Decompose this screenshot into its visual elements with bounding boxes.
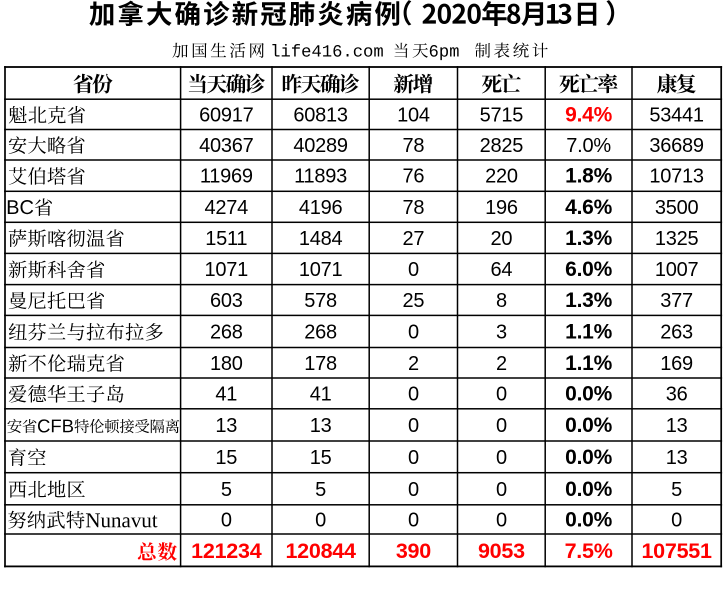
svg-text:4274: 4274: [205, 197, 249, 219]
svg-text:0: 0: [496, 383, 507, 405]
svg-text:13: 13: [215, 415, 237, 437]
svg-text:1.1%: 1.1%: [565, 320, 612, 343]
svg-text:263: 263: [660, 321, 693, 343]
svg-text:1511: 1511: [205, 228, 247, 250]
svg-text:1.8%: 1.8%: [565, 165, 612, 188]
svg-text:169: 169: [660, 353, 693, 375]
svg-text:0: 0: [408, 509, 419, 531]
svg-text:5: 5: [221, 479, 232, 501]
svg-text:40367: 40367: [199, 135, 253, 157]
svg-text:7.5%: 7.5%: [565, 539, 613, 563]
svg-text:0: 0: [221, 509, 232, 531]
svg-text:36: 36: [666, 383, 688, 405]
svg-text:0: 0: [408, 259, 419, 281]
svg-text:0.0%: 0.0%: [565, 382, 612, 405]
svg-text:78: 78: [403, 135, 425, 157]
svg-text:0: 0: [496, 447, 507, 469]
svg-text:41: 41: [215, 383, 237, 405]
svg-text:603: 603: [210, 290, 243, 312]
svg-text:2825: 2825: [480, 135, 524, 157]
svg-text:220: 220: [485, 166, 518, 188]
svg-text:0: 0: [315, 509, 326, 531]
svg-text:5715: 5715: [480, 104, 524, 126]
svg-text:40289: 40289: [293, 135, 347, 157]
svg-text:0.0%: 0.0%: [565, 414, 612, 437]
svg-text:1.3%: 1.3%: [565, 227, 612, 250]
svg-text:27: 27: [403, 228, 425, 250]
svg-text:5: 5: [671, 479, 682, 501]
svg-text:578: 578: [304, 290, 337, 312]
svg-text:1007: 1007: [655, 259, 699, 281]
svg-text:60917: 60917: [199, 104, 253, 126]
svg-text:9053: 9053: [478, 539, 525, 563]
svg-text:0: 0: [496, 479, 507, 501]
svg-text:25: 25: [403, 290, 425, 312]
svg-text:0: 0: [408, 321, 419, 343]
svg-text:13: 13: [666, 447, 688, 469]
svg-text:121234: 121234: [191, 539, 262, 563]
svg-text:41: 41: [310, 383, 332, 405]
svg-text:0: 0: [671, 509, 682, 531]
svg-text:0: 0: [496, 415, 507, 437]
svg-text:13: 13: [310, 415, 332, 437]
svg-text:0: 0: [496, 509, 507, 531]
svg-text:76: 76: [403, 166, 425, 188]
svg-text:20: 20: [491, 228, 513, 250]
svg-text:268: 268: [304, 321, 337, 343]
svg-text:0: 0: [408, 415, 419, 437]
svg-text:3500: 3500: [655, 197, 699, 219]
svg-text:107551: 107551: [641, 539, 712, 563]
svg-text:120844: 120844: [285, 539, 356, 563]
svg-text:13: 13: [666, 415, 688, 437]
svg-text:78: 78: [403, 197, 425, 219]
svg-text:178: 178: [304, 353, 337, 375]
svg-text:8: 8: [496, 290, 507, 312]
svg-text:377: 377: [660, 290, 693, 312]
svg-text:0: 0: [408, 383, 419, 405]
svg-text:5: 5: [315, 479, 326, 501]
svg-text:1.1%: 1.1%: [565, 352, 612, 375]
svg-text:180: 180: [210, 353, 243, 375]
svg-text:53441: 53441: [649, 104, 703, 126]
svg-text:1.3%: 1.3%: [565, 289, 612, 312]
svg-text:1071: 1071: [299, 259, 343, 281]
svg-text:268: 268: [210, 321, 243, 343]
svg-text:104: 104: [397, 104, 430, 126]
svg-text:64: 64: [491, 259, 513, 281]
svg-text:2: 2: [496, 353, 507, 375]
svg-text:2: 2: [408, 353, 419, 375]
svg-text:3: 3: [496, 321, 507, 343]
svg-text:0: 0: [408, 479, 419, 501]
svg-text:390: 390: [396, 539, 431, 563]
svg-text:11893: 11893: [294, 166, 347, 188]
svg-text:7.0%: 7.0%: [566, 135, 611, 157]
svg-text:4196: 4196: [299, 197, 343, 219]
svg-text:9.4%: 9.4%: [565, 103, 612, 126]
svg-text:4.6%: 4.6%: [565, 196, 612, 219]
svg-text:36689: 36689: [649, 135, 703, 157]
svg-text:10713: 10713: [649, 166, 703, 188]
svg-text:0.0%: 0.0%: [565, 446, 612, 469]
svg-text:0: 0: [408, 447, 419, 469]
svg-text:1484: 1484: [299, 228, 343, 250]
svg-text:11969: 11969: [200, 166, 253, 188]
svg-text:15: 15: [310, 447, 332, 469]
svg-text:0.0%: 0.0%: [565, 508, 612, 531]
svg-text:60813: 60813: [293, 104, 347, 126]
svg-text:0.0%: 0.0%: [565, 478, 612, 501]
svg-text:1071: 1071: [205, 259, 249, 281]
svg-text:196: 196: [485, 197, 518, 219]
svg-text:6.0%: 6.0%: [565, 258, 612, 281]
svg-text:1325: 1325: [655, 228, 699, 250]
svg-text:15: 15: [215, 447, 237, 469]
